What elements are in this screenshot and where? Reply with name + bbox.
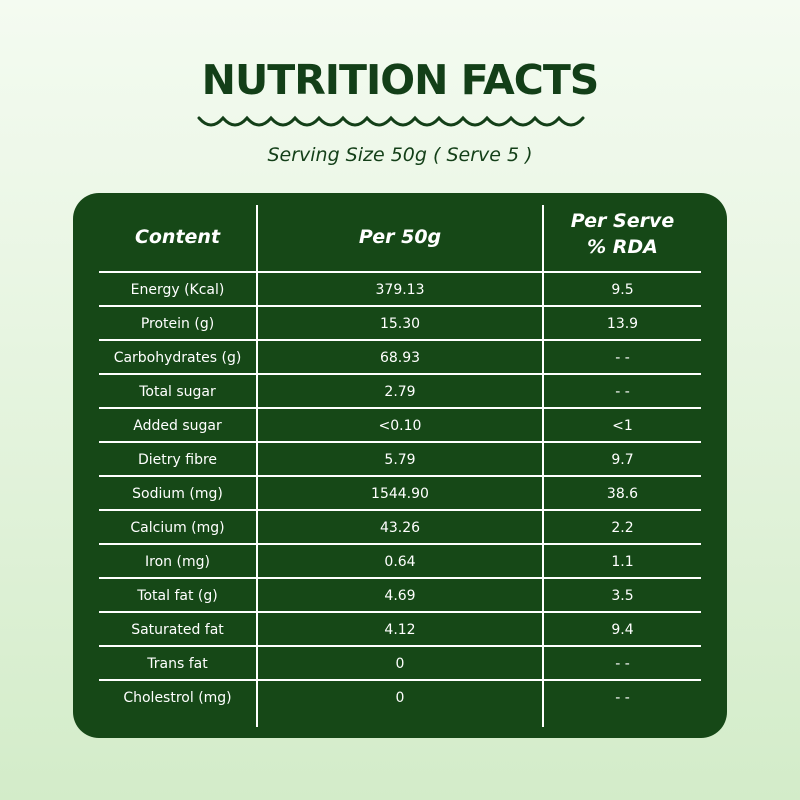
- rda-value: 38.6: [606, 486, 639, 502]
- per-50g-value: 0.64: [384, 554, 416, 570]
- rda-value: 1.1: [611, 554, 634, 570]
- rda-value: - -: [615, 656, 630, 672]
- wave-divider-icon: [197, 115, 585, 127]
- row-divider: [99, 611, 701, 613]
- row-divider: [99, 509, 701, 511]
- per-50g-value: 5.79: [384, 452, 416, 468]
- per-50g-value: 43.26: [379, 520, 421, 536]
- nutrient-name: Iron (mg): [145, 554, 210, 570]
- nutrient-name: Added sugar: [133, 418, 222, 434]
- nutrient-name: Total sugar: [139, 384, 216, 400]
- row-divider: [99, 577, 701, 579]
- rda-value: 2.2: [611, 520, 634, 536]
- per-50g-value: 68.93: [379, 350, 421, 366]
- header-per-50g: Per 50g: [358, 226, 442, 248]
- rda-value: 3.5: [611, 588, 634, 604]
- page-title: NUTRITION FACTS: [201, 56, 600, 104]
- row-divider: [99, 645, 701, 647]
- rda-value: - -: [615, 690, 630, 706]
- per-50g-value: 1544.90: [371, 486, 429, 502]
- nutrition-table-panel: [73, 193, 727, 738]
- per-50g-value: 379.13: [375, 282, 425, 298]
- serving-size: Serving Size 50g ( Serve 5 ): [267, 144, 533, 166]
- row-divider: [99, 407, 701, 409]
- nutrient-name: Total fat (g): [137, 588, 218, 604]
- row-divider: [99, 543, 701, 545]
- header-per-serve-rda: Per Serve % RDA: [570, 210, 675, 258]
- column-divider: [542, 205, 544, 727]
- per-50g-value: 15.30: [379, 316, 421, 332]
- nutrient-name: Trans fat: [147, 656, 208, 672]
- row-divider: [99, 679, 701, 681]
- rda-value: 9.5: [611, 282, 634, 298]
- column-divider: [256, 205, 258, 727]
- per-50g-value: 0: [395, 690, 405, 706]
- nutrient-name: Carbohydrates (g): [113, 350, 242, 366]
- nutrient-name: Calcium (mg): [130, 520, 225, 536]
- per-50g-value: 0: [395, 656, 405, 672]
- row-divider: [99, 271, 701, 273]
- nutrient-name: Dietry fibre: [137, 452, 218, 468]
- rda-value: 9.7: [611, 452, 634, 468]
- rda-value: <1: [612, 418, 633, 434]
- per-50g-value: <0.10: [378, 418, 422, 434]
- row-divider: [99, 441, 701, 443]
- row-divider: [99, 373, 701, 375]
- per-50g-value: 4.12: [384, 622, 416, 638]
- per-50g-value: 4.69: [384, 588, 416, 604]
- rda-value: 9.4: [611, 622, 634, 638]
- header-content: Content: [134, 226, 221, 248]
- rda-value: - -: [615, 384, 630, 400]
- rda-value: - -: [615, 350, 630, 366]
- rda-value: 13.9: [606, 316, 639, 332]
- nutrient-name: Saturated fat: [131, 622, 224, 638]
- nutrient-name: Energy (Kcal): [130, 282, 225, 298]
- nutrient-name: Sodium (mg): [132, 486, 223, 502]
- row-divider: [99, 475, 701, 477]
- nutrient-name: Protein (g): [140, 316, 215, 332]
- row-divider: [99, 339, 701, 341]
- nutrient-name: Cholestrol (mg): [123, 690, 232, 706]
- per-50g-value: 2.79: [384, 384, 416, 400]
- row-divider: [99, 305, 701, 307]
